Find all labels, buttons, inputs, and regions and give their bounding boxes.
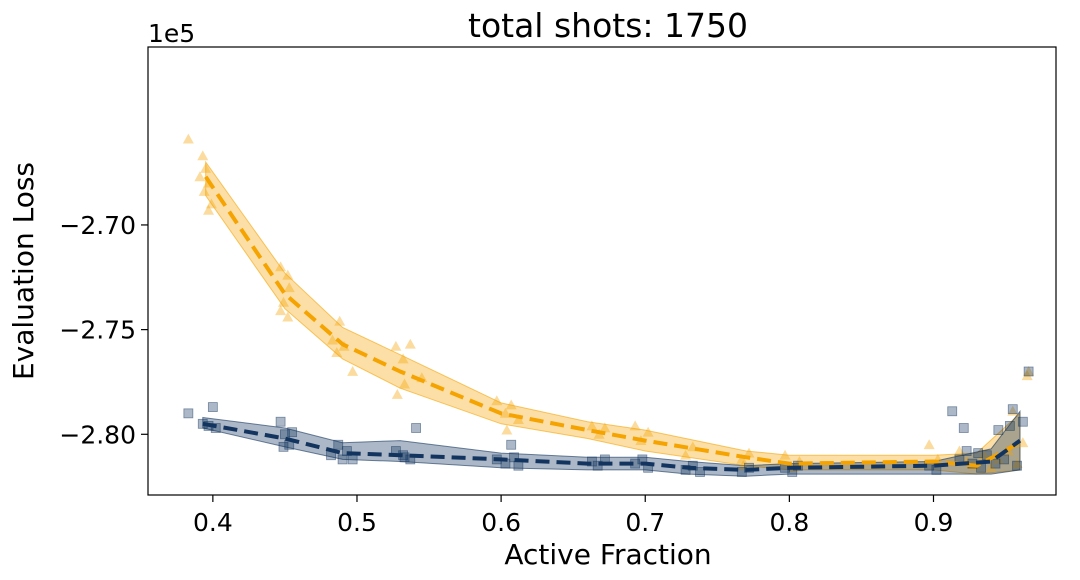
orange-mean-line [204, 175, 1021, 468]
navy-point [990, 458, 1001, 469]
orange-point [1007, 405, 1019, 416]
orange-point [501, 424, 513, 435]
navy-point [341, 446, 352, 456]
orange-point [282, 311, 294, 322]
orange-point [743, 447, 755, 458]
orange-point [491, 395, 503, 406]
x-tick-label: 0.6 [481, 508, 521, 537]
x-axis-label: Active Fraction [504, 538, 711, 571]
orange-point [599, 422, 611, 433]
orange-point [1023, 365, 1035, 376]
orange-point [505, 399, 517, 410]
orange-point [391, 389, 403, 399]
navy-point [280, 429, 290, 440]
orange-point [200, 162, 212, 173]
orange-point [203, 204, 215, 215]
orange-point [283, 282, 295, 293]
y-axis: −2.70 −2.75 −2.80 [59, 211, 148, 449]
orange-point [198, 185, 210, 196]
orange-point [194, 171, 206, 182]
orange-point [331, 347, 343, 358]
orange-point [923, 439, 935, 450]
y-tick-label: −2.70 [59, 211, 136, 240]
navy-point [275, 416, 286, 427]
navy-point [399, 452, 410, 463]
y-axis-label: Evaluation Loss [7, 162, 40, 380]
navy-point [1007, 404, 1018, 415]
navy-point [1004, 421, 1015, 431]
x-tick-label: 0.8 [769, 508, 809, 537]
orange-point [1017, 437, 1029, 448]
orange-point [1011, 458, 1023, 468]
orange-point [779, 449, 791, 460]
navy-point [278, 441, 289, 452]
y-offset-text: 1e5 [148, 19, 195, 48]
orange-point [397, 353, 409, 364]
orange-point [629, 420, 641, 431]
navy-point [333, 439, 344, 450]
orange-point [736, 453, 748, 464]
navy-point [947, 406, 958, 417]
band-layer [202, 160, 1021, 477]
y-tick-label: −2.75 [59, 316, 136, 345]
navy-point [687, 460, 698, 471]
orange-point [512, 414, 524, 425]
navy-point [347, 454, 358, 465]
navy-point [513, 460, 524, 471]
orange-point [277, 296, 289, 307]
y-tick-label: −2.80 [59, 420, 136, 449]
orange-point [326, 334, 338, 345]
navy-point [695, 467, 705, 477]
navy-point [287, 427, 298, 438]
navy-point [1012, 460, 1022, 471]
navy-point [411, 423, 421, 433]
x-tick-label: 0.5 [337, 508, 377, 537]
navy-point [958, 423, 969, 433]
orange-point [182, 133, 194, 144]
orange-point [1021, 370, 1033, 381]
navy-point [183, 408, 194, 419]
orange-point [275, 261, 287, 272]
navy-point [592, 460, 603, 471]
orange-point [334, 315, 346, 326]
orange-point [680, 449, 692, 460]
navy-point [506, 439, 517, 450]
orange-point [275, 305, 287, 316]
navy-point [337, 454, 348, 465]
orange-point [586, 420, 598, 431]
orange-point [347, 365, 359, 376]
chart-title: total shots: 1750 [468, 6, 748, 45]
x-tick-label: 0.7 [625, 508, 665, 537]
x-tick-label: 0.9 [914, 508, 954, 537]
orange-point [642, 426, 654, 437]
orange-point [205, 198, 217, 209]
orange-point [197, 150, 209, 161]
orange-point [404, 338, 416, 349]
x-tick-label: 0.4 [193, 508, 233, 537]
navy-point [973, 448, 984, 459]
navy-point [999, 454, 1010, 465]
orange-band [205, 160, 1021, 475]
orange-point [399, 378, 411, 389]
orange-point [978, 449, 990, 460]
orange-point [390, 340, 402, 351]
points-layer [182, 133, 1035, 477]
plot-frame [147, 46, 1057, 496]
orange-point [499, 407, 511, 418]
x-axis: 0.4 0.5 0.6 0.7 0.8 0.9 [193, 495, 953, 537]
navy-point [961, 446, 972, 456]
navy-point [993, 425, 1004, 436]
navy-point [1017, 416, 1028, 427]
orange-point [282, 269, 294, 280]
navy-point [1023, 366, 1034, 377]
mean-line-layer [202, 175, 1022, 472]
navy-mean-line [202, 421, 1022, 472]
navy-point [207, 402, 218, 412]
